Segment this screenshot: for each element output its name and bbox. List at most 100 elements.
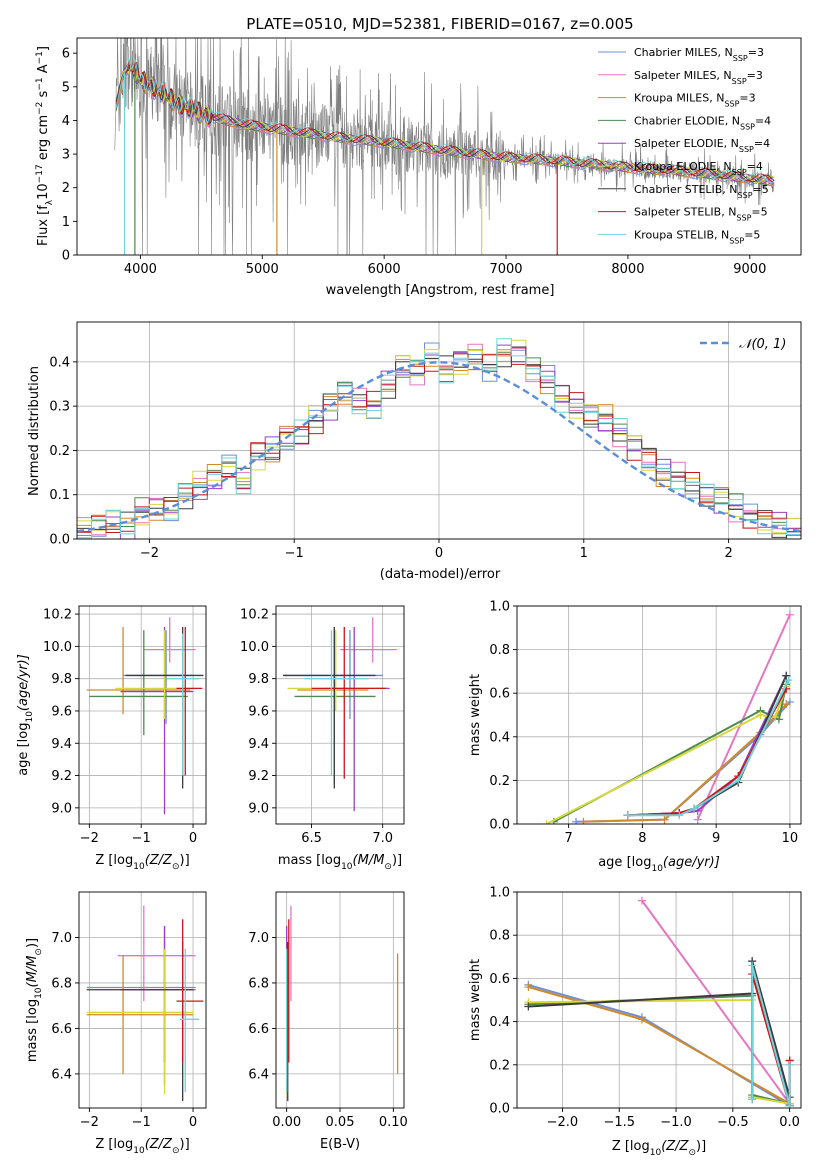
y-tick-label: 3 bbox=[62, 148, 70, 163]
age-vs-mass-panel: 6.5 7.0 9.0 9.2 9.4 9.6 9.8 10.0 10.2 mass [log10… bbox=[240, 605, 405, 872]
series-marker bbox=[785, 1101, 794, 1108]
y-tick-label: 0.2 bbox=[489, 774, 510, 789]
y-tick-label: 6.4 bbox=[51, 1067, 72, 1082]
x-tick-label: −0.5 bbox=[717, 1115, 749, 1130]
x-tick-label: −1.0 bbox=[660, 1115, 692, 1130]
y-axis-label-part: ⊙ bbox=[34, 948, 44, 956]
axes-frame bbox=[78, 605, 207, 825]
x-tick-label: 0 bbox=[189, 831, 197, 846]
y-tick-label: 10.0 bbox=[43, 640, 72, 655]
y-tick-label: 0 bbox=[62, 249, 70, 264]
legend-entry: Salpeter ELODIE, NSSP=4 bbox=[634, 137, 770, 154]
y-axis-label-part: λ bbox=[45, 199, 55, 205]
x-tick-label: −1 bbox=[132, 1115, 151, 1130]
legend-entry-tail: =4 bbox=[747, 160, 763, 173]
x-axis-label-part: ⊙ bbox=[172, 862, 180, 872]
legend-entry: Kroupa ELODIE, NSSP=4 bbox=[634, 160, 763, 177]
y-tick-label: 6.8 bbox=[51, 976, 72, 991]
legend-entry-tail: =3 bbox=[739, 92, 755, 105]
series-marker bbox=[572, 817, 581, 824]
legend-entry: Salpeter STELIB, NSSP=5 bbox=[634, 206, 768, 223]
legend-entry-sub: SSP bbox=[733, 54, 748, 63]
y-axis-label-part: 10 bbox=[36, 183, 51, 200]
y-axis-label: age [log10(age/yr)] bbox=[16, 654, 35, 776]
axes-frame bbox=[275, 891, 405, 1109]
legend-entry-sub: SSP bbox=[738, 190, 753, 199]
legend-entry-text: Chabrier MILES, N bbox=[634, 46, 733, 59]
x-axis-label-part: mass [log bbox=[278, 853, 341, 868]
series-marker bbox=[748, 1095, 757, 1104]
x-tick-label: −2 bbox=[80, 831, 99, 846]
legend-entry-text: Salpeter ELODIE, N bbox=[634, 137, 739, 150]
legend-entry: Chabrier ELODIE, NSSP=4 bbox=[634, 114, 771, 130]
y-axis-label-part: )] bbox=[25, 938, 40, 948]
series-marker bbox=[734, 776, 743, 785]
legend-entry-tail: =4 bbox=[755, 114, 771, 127]
weight-vs-metallicity-panel: −2.0 −1.5 −1.0 −0.5 0.0 0.0 0.2 0.4 0.6 0.8 1.0 Z [… bbox=[468, 886, 802, 1158]
series-line bbox=[641, 900, 791, 1107]
age-vs-metallicity-panel: −2 −1 09.09.29.49.69.810.010.2Z [log10(Z/Z… bbox=[16, 605, 207, 872]
y-tick-label: 0.3 bbox=[49, 400, 70, 415]
y-tick-label: 10.0 bbox=[240, 640, 269, 655]
legend-entry-sub: SSP bbox=[732, 76, 747, 85]
y-axis-label-part: (M/M bbox=[25, 956, 40, 988]
x-axis-label-part: (Z/Z bbox=[145, 853, 173, 868]
series-line bbox=[751, 965, 791, 1107]
y-tick-label: 9.8 bbox=[51, 672, 72, 687]
y-axis-label: mass weight bbox=[468, 959, 483, 1041]
y-axis-label-part: (age/yr)] bbox=[16, 654, 31, 711]
y-tick-label: 9.6 bbox=[248, 704, 269, 719]
x-tick-label: 0.05 bbox=[326, 1115, 355, 1130]
axes-frame bbox=[275, 605, 405, 825]
x-tick-label: 0.0 bbox=[779, 1115, 800, 1130]
y-axis-label-part: s bbox=[36, 90, 51, 101]
x-axis-label-part: ⊙ bbox=[688, 1148, 696, 1158]
y-tick-label: 10.2 bbox=[240, 608, 269, 623]
y-axis-label: mass weight bbox=[468, 674, 483, 756]
legend-entry-text: Salpeter MILES, N bbox=[634, 69, 732, 82]
x-tick-label: 8000 bbox=[611, 262, 644, 277]
y-tick-label: 0.4 bbox=[49, 355, 70, 370]
legend-entry-text: Kroupa STELIB, N bbox=[634, 228, 729, 241]
x-axis-label-part: (Z/Z bbox=[145, 1137, 173, 1152]
y-tick-label: 6.6 bbox=[248, 1022, 269, 1037]
mass-vs-ebv-panel: 0.00 0.05 0.10 6.4 6.6 6.8 7.0 E(B-V) bbox=[248, 891, 408, 1152]
legend-entry-sub: SSP bbox=[724, 99, 739, 108]
x-axis-label: (data-model)/error bbox=[380, 567, 501, 582]
legend-entry-sub: SSP bbox=[729, 236, 744, 245]
x-axis-label: Z [log10(Z/Z⊙)] bbox=[95, 1137, 189, 1156]
y-tick-label: 10.2 bbox=[43, 608, 72, 623]
axes-frame bbox=[78, 891, 207, 1109]
series-line bbox=[696, 614, 791, 821]
y-axis-label-part: 10 bbox=[34, 987, 44, 999]
x-tick-label: −2 bbox=[140, 546, 159, 561]
x-axis-label-part: ⊙ bbox=[384, 862, 392, 872]
y-tick-label: 0.6 bbox=[489, 687, 510, 702]
axes-frame bbox=[76, 37, 802, 256]
plot-area bbox=[114, 38, 775, 255]
x-tick-label: 9000 bbox=[733, 262, 766, 277]
legend-entry: Kroupa MILES, NSSP=3 bbox=[634, 92, 756, 109]
series-marker bbox=[785, 1060, 794, 1069]
y-axis-label-part: ] bbox=[36, 46, 51, 51]
y-axis-label-part: erg cm bbox=[36, 115, 51, 164]
legend-entry: Chabrier STELIB, NSSP=5 bbox=[634, 183, 769, 200]
legend-entry-text: Salpeter STELIB, N bbox=[634, 206, 736, 219]
legend-entry-text: Chabrier ELODIE, N bbox=[634, 114, 740, 127]
x-axis-label: Z [log10(Z/Z⊙)] bbox=[612, 1139, 706, 1158]
legend-entry: Chabrier MILES, NSSP=3 bbox=[634, 46, 764, 63]
x-axis-label: wavelength [Angstrom, rest frame] bbox=[326, 283, 555, 298]
series-line bbox=[627, 688, 788, 817]
y-tick-label: 9.2 bbox=[248, 769, 269, 784]
x-tick-label: 7.0 bbox=[372, 831, 393, 846]
x-axis-label-part: Z [log bbox=[95, 853, 133, 868]
x-axis-label-part: )] bbox=[180, 853, 190, 868]
y-axis-label: Normed distribution bbox=[27, 366, 42, 496]
y-tick-label: 0.8 bbox=[489, 643, 510, 658]
y-tick-label: 9.0 bbox=[248, 801, 269, 816]
legend-entry-sub: SSP bbox=[739, 145, 754, 154]
x-tick-label: −1.5 bbox=[603, 1115, 635, 1130]
y-tick-label: 5 bbox=[62, 80, 70, 95]
y-tick-label: 0.0 bbox=[489, 818, 510, 833]
